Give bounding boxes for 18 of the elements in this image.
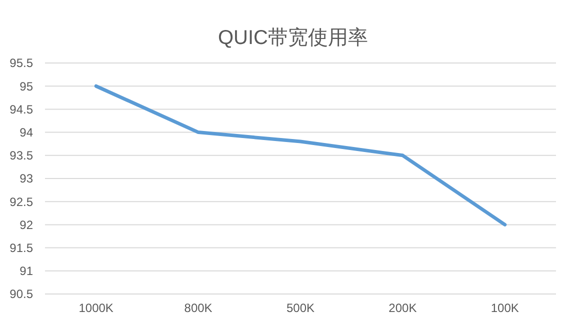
y-tick-label: 93 — [20, 172, 34, 186]
y-tick-label: 91.5 — [10, 241, 34, 255]
y-tick-label: 93.5 — [10, 148, 34, 163]
y-tick-label: 95.5 — [10, 56, 34, 70]
x-tick-label: 1000K — [78, 301, 114, 315]
y-tick-label: 92.5 — [10, 194, 34, 209]
x-tick-label: 800K — [184, 301, 212, 315]
x-tick-label: 100K — [490, 301, 519, 315]
y-tick-label: 92 — [20, 218, 34, 232]
y-tick-label: 91 — [20, 264, 34, 278]
x-tick-label: 200K — [388, 301, 417, 315]
x-tick-label: 500K — [286, 301, 315, 315]
y-tick-label: 90.5 — [10, 287, 34, 302]
chart-title: QUIC带宽使用率 — [218, 27, 368, 49]
line-series — [94, 84, 507, 226]
y-tick-label: 94 — [20, 126, 34, 140]
y-tick-label: 94.5 — [10, 102, 34, 116]
y-tick-label: 95 — [20, 79, 34, 94]
